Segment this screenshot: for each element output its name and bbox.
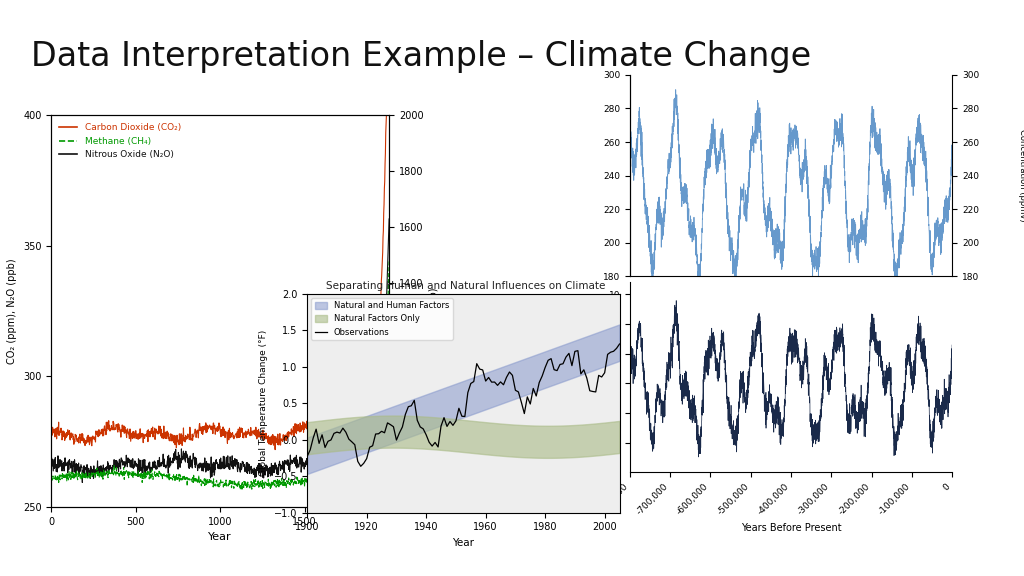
Observations [485, 378, 498, 385]
X-axis label: Years Before Present: Years Before Present [740, 522, 842, 533]
Y-axis label: CO₂ (ppm), N₂O (ppb): CO₂ (ppm), N₂O (ppb) [7, 258, 17, 364]
Text: Separating Human and Natural Influences on Climate: Separating Human and Natural Influences … [327, 281, 605, 291]
Legend: Carbon Dioxide (CO₂), Methane (CH₄), Nitrous Oxide (N₂O): Carbon Dioxide (CO₂), Methane (CH₄), Nit… [55, 120, 184, 163]
Y-axis label: CH₄ (ppb): CH₄ (ppb) [429, 287, 439, 335]
Observations [518, 410, 530, 417]
Y-axis label: Carbon Dioxide
Concentration (ppmv): Carbon Dioxide Concentration (ppmv) [1018, 130, 1024, 222]
Text: Carbon Dioxide
Concentration (ppmv): Carbon Dioxide Concentration (ppmv) [976, 311, 995, 403]
Observations [488, 378, 501, 385]
Line: Observations: Observations [307, 344, 620, 467]
Observations [310, 426, 323, 433]
Observations [506, 372, 518, 379]
Legend: Natural and Human Factors, Natural Factors Only, Observations: Natural and Human Factors, Natural Facto… [311, 298, 453, 340]
X-axis label: Year: Year [208, 532, 232, 542]
Text: Data Interpretation Example – Climate Change: Data Interpretation Example – Climate Ch… [31, 40, 811, 73]
Y-axis label: Temperature Difference (°F): Temperature Difference (°F) [587, 318, 596, 437]
Observations [301, 453, 313, 460]
X-axis label: Year: Year [453, 538, 474, 548]
Observations [613, 340, 626, 347]
Observations [354, 463, 367, 470]
Y-axis label: Global Temperature Change (°F): Global Temperature Change (°F) [259, 330, 268, 476]
Observations [574, 370, 587, 377]
